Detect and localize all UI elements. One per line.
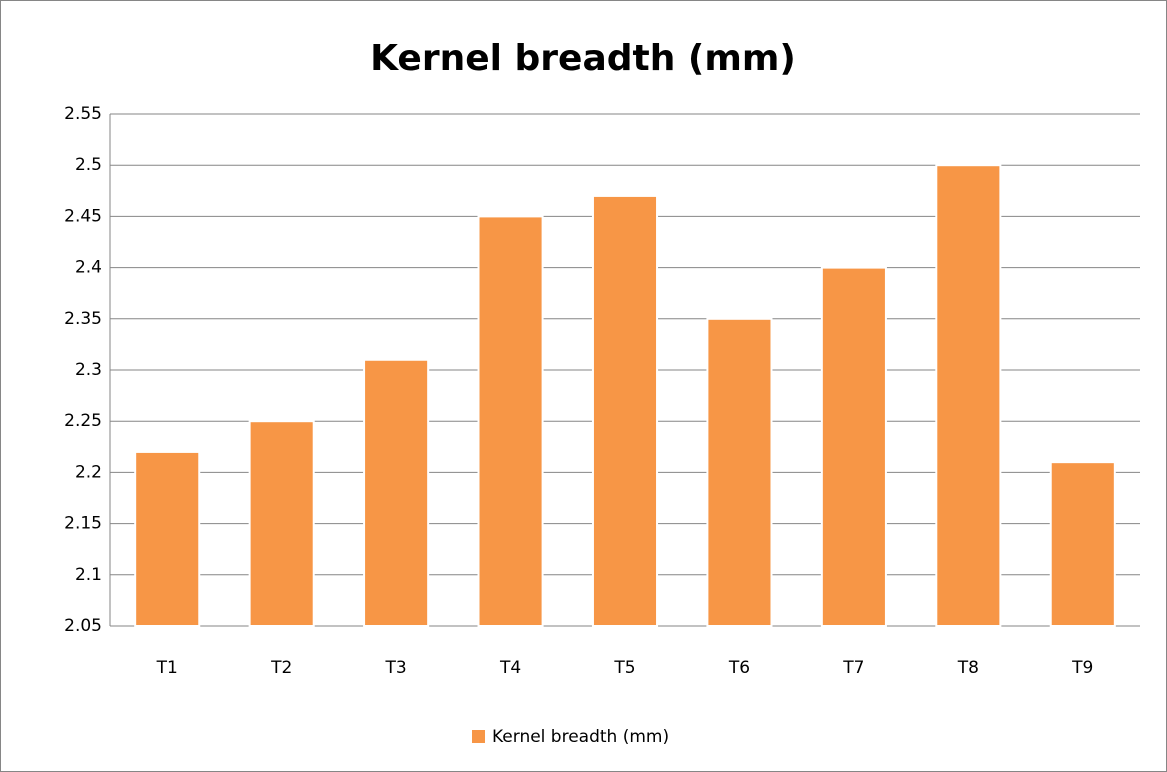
- bar: [935, 164, 1002, 627]
- y-tick-label: 2.35: [64, 309, 102, 329]
- chart-title: Kernel breadth (mm): [370, 38, 796, 79]
- bar: [248, 420, 315, 628]
- y-tick-label: 2.25: [64, 411, 102, 431]
- bar: [706, 317, 773, 627]
- y-tick-label: 2.45: [64, 206, 102, 226]
- x-tick-label: T7: [842, 658, 864, 678]
- bar: [477, 215, 544, 627]
- y-tick-label: 2.5: [75, 155, 102, 175]
- y-tick-label: 2.55: [64, 104, 102, 124]
- y-tick-label: 2.05: [64, 616, 102, 636]
- bar: [591, 194, 659, 627]
- legend-label: Kernel breadth (mm): [492, 727, 669, 747]
- y-tick-label: 2.15: [64, 514, 102, 534]
- x-tick-label: T6: [728, 658, 750, 678]
- bar: [820, 266, 887, 627]
- y-tick-label: 2.4: [75, 258, 102, 278]
- bar: [1049, 461, 1116, 627]
- x-tick-label: T9: [1071, 658, 1093, 678]
- x-tick-label: T2: [270, 658, 292, 678]
- y-tick-label: 2.1: [75, 565, 102, 585]
- x-tick-label: T8: [957, 658, 979, 678]
- x-tick-label: T1: [156, 658, 178, 678]
- y-tick-label: 2.3: [75, 360, 102, 380]
- x-tick-label: T3: [385, 658, 407, 678]
- legend-swatch: [472, 730, 485, 743]
- x-tick-label: T5: [613, 658, 635, 678]
- bar: [363, 358, 430, 627]
- bar: [134, 450, 201, 628]
- x-tick-label: T4: [499, 658, 521, 678]
- y-tick-label: 2.2: [75, 462, 102, 482]
